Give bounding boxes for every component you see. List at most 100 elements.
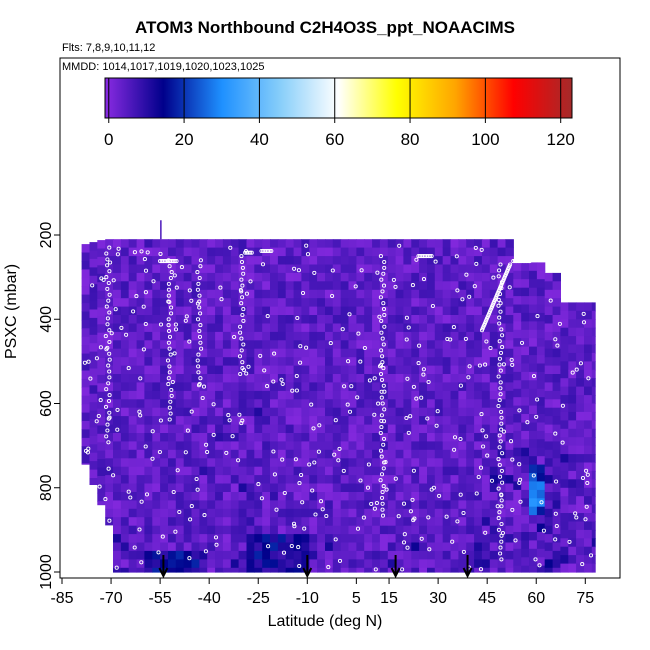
heatmap-cell bbox=[152, 458, 161, 468]
heatmap-cell bbox=[497, 365, 506, 375]
heatmap-cell bbox=[207, 550, 216, 560]
heatmap-cell bbox=[332, 239, 342, 249]
sample-point bbox=[297, 481, 302, 486]
heatmap-cell bbox=[513, 304, 522, 314]
heatmap-cell bbox=[481, 441, 491, 451]
heatmap-cell bbox=[175, 416, 185, 426]
heatmap-cell bbox=[230, 500, 240, 510]
heatmap-cell bbox=[191, 382, 200, 392]
heatmap-cell bbox=[325, 483, 334, 493]
heatmap-cell bbox=[521, 355, 530, 365]
heatmap-cell bbox=[584, 378, 593, 388]
heatmap-cell bbox=[238, 483, 247, 493]
heatmap-cell bbox=[372, 441, 381, 451]
heatmap-cell bbox=[340, 508, 350, 518]
heatmap-cell bbox=[427, 239, 436, 249]
heatmap-cell bbox=[183, 289, 193, 299]
heatmap-cell bbox=[270, 357, 279, 367]
heatmap-cell bbox=[591, 352, 596, 362]
heatmap-cell bbox=[152, 331, 161, 341]
heatmap-cell bbox=[434, 306, 444, 316]
heatmap-cell bbox=[270, 239, 279, 249]
sample-point bbox=[434, 423, 439, 428]
heatmap-cell bbox=[89, 360, 98, 369]
heatmap-cell bbox=[277, 323, 287, 333]
heatmap-cell bbox=[285, 508, 295, 518]
heatmap-cell bbox=[207, 399, 216, 409]
heatmap-cell bbox=[270, 340, 279, 350]
heatmap-cell bbox=[348, 247, 357, 257]
sample-point bbox=[531, 374, 537, 379]
sample-point bbox=[496, 527, 501, 532]
heatmap-cell bbox=[442, 357, 452, 367]
heatmap-cell bbox=[489, 433, 499, 442]
sample-point bbox=[104, 434, 109, 439]
heatmap-cell bbox=[584, 361, 593, 371]
sample-point bbox=[239, 301, 244, 306]
heatmap-cell bbox=[199, 567, 208, 573]
sample-point bbox=[499, 521, 504, 527]
heatmap-cell bbox=[168, 458, 177, 468]
heatmap-cell bbox=[168, 416, 177, 426]
heatmap-cell bbox=[301, 416, 310, 426]
heatmap-cell bbox=[442, 466, 452, 476]
heatmap-cell bbox=[309, 281, 318, 291]
heatmap-cell bbox=[309, 348, 318, 358]
heatmap-cell bbox=[356, 315, 365, 324]
heatmap-cell bbox=[97, 256, 106, 266]
heatmap-cell bbox=[466, 382, 475, 392]
heatmap-cell bbox=[591, 479, 596, 489]
heatmap-cell bbox=[105, 433, 114, 442]
heatmap-cell bbox=[191, 357, 200, 367]
heatmap-cell bbox=[584, 310, 593, 320]
heatmap-cell bbox=[466, 315, 475, 324]
sample-point bbox=[484, 339, 489, 344]
heatmap-cell bbox=[152, 323, 161, 333]
heatmap-cell bbox=[411, 483, 420, 493]
heatmap-cell bbox=[215, 525, 224, 535]
sample-point bbox=[94, 419, 99, 424]
heatmap-cell bbox=[89, 419, 98, 428]
heatmap-cell bbox=[497, 517, 506, 527]
heatmap-cell bbox=[113, 508, 122, 518]
heatmap-cell bbox=[466, 239, 475, 249]
heatmap-cell bbox=[419, 542, 428, 552]
sample-point bbox=[330, 268, 335, 273]
heatmap-cell bbox=[144, 281, 153, 291]
heatmap-cell bbox=[309, 331, 318, 341]
sample-point bbox=[429, 254, 434, 259]
heatmap-cell bbox=[536, 329, 546, 339]
heatmap-cell bbox=[105, 424, 114, 434]
heatmap-cell bbox=[403, 424, 412, 434]
heatmap-cell bbox=[254, 475, 263, 485]
heatmap-cell bbox=[427, 357, 436, 367]
heatmap-cell bbox=[81, 277, 90, 287]
heatmap-cell bbox=[348, 357, 357, 367]
heatmap-cell bbox=[427, 264, 436, 274]
heatmap-cell bbox=[411, 508, 420, 518]
heatmap-cell bbox=[387, 466, 397, 476]
heatmap-cell bbox=[128, 483, 138, 493]
heatmap-cell bbox=[372, 525, 381, 535]
sample-point bbox=[425, 416, 430, 421]
heatmap-cell bbox=[427, 365, 436, 375]
sample-point bbox=[167, 334, 173, 339]
heatmap-cell bbox=[144, 567, 153, 573]
sample-point bbox=[198, 340, 203, 345]
heatmap-cell bbox=[529, 414, 538, 423]
sample-point bbox=[450, 539, 455, 544]
heatmap-cell bbox=[262, 382, 271, 392]
heatmap-cell bbox=[152, 500, 161, 510]
sample-point bbox=[107, 518, 112, 523]
heatmap-cell bbox=[254, 441, 263, 451]
heatmap-cell bbox=[160, 315, 169, 324]
heatmap-cell bbox=[113, 475, 122, 485]
heatmap-cell bbox=[372, 458, 381, 468]
heatmap-cell bbox=[529, 329, 538, 339]
heatmap-cell bbox=[105, 348, 114, 358]
heatmap-cell bbox=[348, 542, 357, 552]
sample-point bbox=[476, 474, 481, 480]
heatmap-cell bbox=[238, 407, 247, 417]
heatmap-cell bbox=[277, 289, 287, 299]
heatmap-cell bbox=[128, 466, 138, 476]
